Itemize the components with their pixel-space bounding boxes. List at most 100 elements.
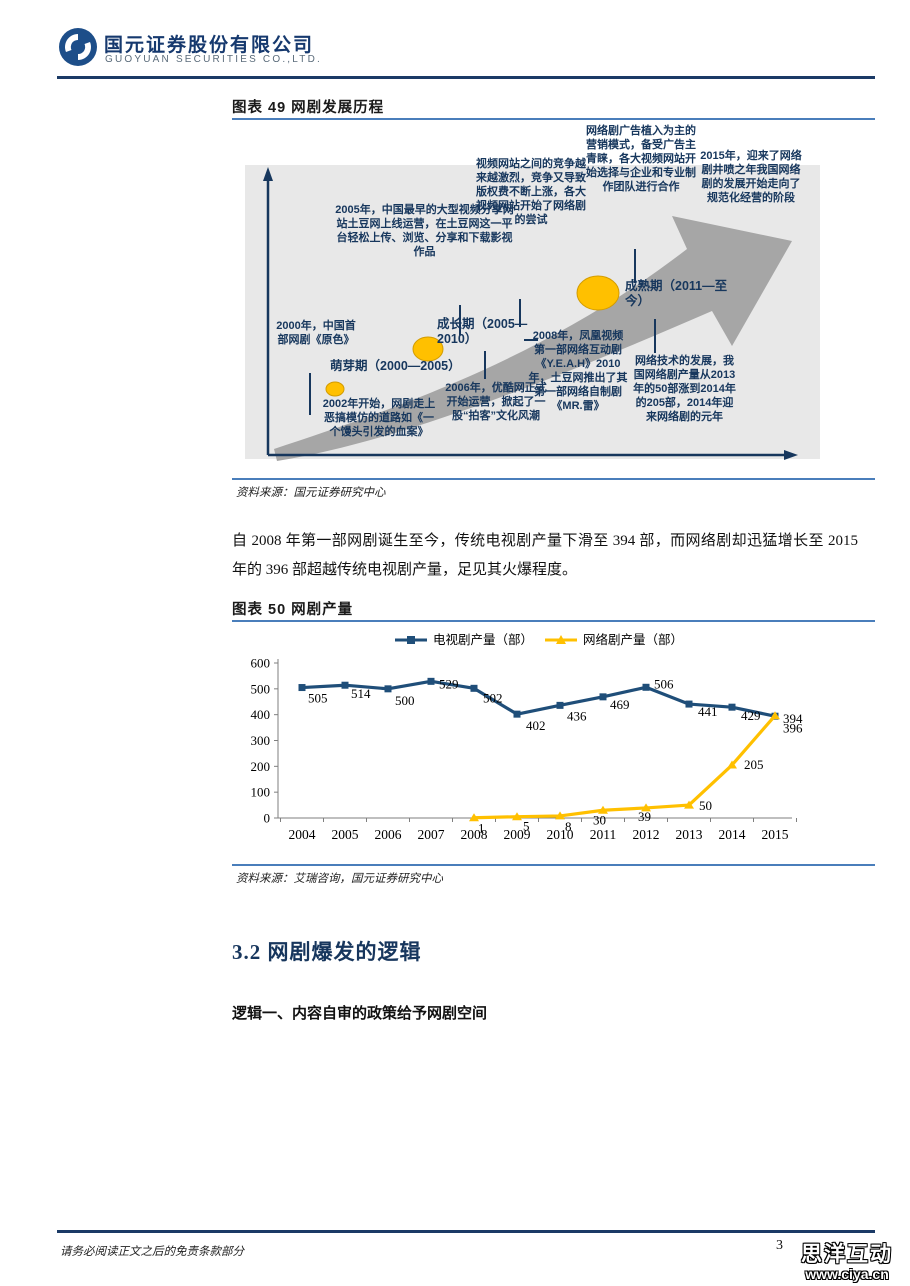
- watermark-url: www.ciya.cn: [805, 1266, 889, 1282]
- y-axis-arrowhead: [263, 167, 273, 181]
- timeline-note-ads: 网络剧广告植入为主的营销模式，备受广告主青睐，各大视频网站开始选择与企业和专业制…: [586, 125, 696, 193]
- data-point: [642, 683, 650, 691]
- data-label: 500: [395, 693, 415, 708]
- data-label: 394: [783, 711, 803, 726]
- data-label: 1: [478, 821, 485, 836]
- figure50-title-rule: [232, 620, 875, 622]
- production-line-chart: 0 100 200 300 400 500 600 2004 2005 2006 2007 2008 2…: [232, 624, 877, 862]
- watermark-brand: 思洋互动: [801, 1243, 893, 1266]
- data-point: [512, 812, 522, 821]
- x-tick-label: 2015: [762, 827, 789, 842]
- series-line: [473, 714, 777, 820]
- y-tick-label: 600: [251, 656, 271, 671]
- x-tick-label: 2012: [633, 827, 660, 842]
- diagram-axes: [266, 179, 784, 457]
- section-heading: 3.2 网剧爆发的逻辑: [232, 940, 422, 964]
- data-label: 506: [654, 676, 674, 691]
- series-line: [301, 679, 776, 718]
- stage-label-sprout: 萌芽期（2000—2005）: [330, 359, 461, 373]
- x-tick-label: 2010: [547, 827, 574, 842]
- data-label: 514: [351, 686, 371, 701]
- data-label: 436: [567, 708, 587, 723]
- series-0: 505 514 500 529 502 402 436 469 506 441 429 394: [298, 676, 803, 733]
- figure49-title: 图表 49 网剧发展历程: [232, 100, 385, 116]
- data-label: 39: [638, 809, 651, 824]
- note-connectors: [309, 249, 656, 415]
- data-label: 50: [699, 798, 712, 813]
- legend-label: 网络剧产量（部）: [583, 632, 683, 647]
- data-label: 402: [526, 718, 546, 733]
- data-point: [727, 760, 737, 769]
- y-tick-label: 300: [251, 733, 271, 748]
- data-point: [341, 681, 349, 689]
- y-tick-label: 100: [251, 785, 271, 800]
- data-label: 205: [744, 757, 764, 772]
- stage-label-growth: 成长期（2005—2010）: [437, 317, 528, 346]
- company-name: 国元证券股份有限公司: [104, 35, 315, 56]
- x-tick-label: 2004: [289, 827, 316, 842]
- chart-canvas: 0 100 200 300 400 500 600 2004 2005 2006 2007 2008 2…: [251, 632, 804, 842]
- y-tick-label: 200: [251, 759, 271, 774]
- stage-label-mature: 成熟期（2011—至今）: [625, 279, 728, 308]
- data-point: [685, 700, 693, 708]
- y-tick-label: 0: [264, 811, 271, 826]
- data-label: 502: [483, 690, 503, 705]
- company-logo-icon: [59, 28, 97, 66]
- data-point: [684, 800, 694, 809]
- x-tick-label: 2008: [461, 827, 488, 842]
- timeline-note-2006: 2006年，优酷网正式开始运营，掀起了一股“拍客”文化风潮: [445, 382, 547, 422]
- figure50-bottom-rule: [232, 864, 875, 866]
- timeline-note-2008: 2008年，凤凰视频第一部网络互动剧《Y.E.A.H》2010年，土豆网推出了其…: [528, 330, 628, 412]
- data-point: [599, 693, 607, 701]
- timeline-note-competition: 视频网站之间的竞争越来越激烈，竞争又导致版权费不断上涨，各大视频网站开始了网络剧…: [476, 158, 586, 226]
- timeline-note-2000: 2000年，中国首部网剧《原色》: [276, 320, 356, 346]
- data-point: [770, 711, 780, 720]
- data-point: [556, 701, 564, 709]
- company-name-en: GUOYUAN SECURITIES CO.,LTD.: [105, 54, 323, 65]
- x-tick-label: 2013: [676, 827, 703, 842]
- data-point: [513, 710, 521, 718]
- section-paragraph: 逻辑一、内容自审的政策给予网剧空间: [232, 1006, 488, 1022]
- data-point: [298, 684, 306, 692]
- timeline-note-2015: 2015年，迎来了网络剧井喷之年我国网络剧的发展开始走向了规范化经营的阶段: [700, 150, 802, 204]
- data-label: 529: [439, 676, 459, 691]
- y-tick-label: 400: [251, 707, 271, 722]
- timeline-note-2002: 2002年开始，网剧走上恶搞模仿的道路如《一个馒头引发的血案》: [322, 398, 436, 438]
- data-label: 469: [610, 697, 630, 712]
- data-point: [470, 684, 478, 692]
- data-label: 396: [783, 721, 803, 736]
- data-point: [427, 677, 435, 685]
- timeline-note-2005: 2005年，中国最早的大型视频分享网站土豆网上线运营，在土豆网这一平台轻松上传、…: [335, 204, 514, 258]
- x-tick-label: 2009: [504, 827, 531, 842]
- figure50-source: 资料来源：艾瑞咨询，国元证券研究中心: [236, 873, 443, 885]
- x-axis-arrowhead: [784, 450, 798, 460]
- series-1: 1 5 8 30 39 50 205 396: [469, 711, 803, 836]
- x-tick-label: 2006: [375, 827, 402, 842]
- figure49-title-rule: [232, 118, 875, 120]
- data-point: [384, 685, 392, 693]
- timeline-canvas: [245, 165, 820, 461]
- x-tick-label: 2005: [332, 827, 359, 842]
- watermark: 思洋互动 www.ciya.cn: [792, 1243, 902, 1283]
- figure50-title: 图表 50 网剧产量: [232, 602, 354, 618]
- data-label: 30: [593, 812, 606, 827]
- data-label: 5: [523, 819, 530, 834]
- timeline-note-tech: 网络技术的发展，我国网络剧产量从2013年的50部涨到2014年的205部，20…: [633, 355, 736, 423]
- body-paragraph: 自 2008 年第一部网剧诞生至今，传统电视剧产量下滑至 394 部，而网络剧却…: [232, 533, 858, 578]
- legend-label: 电视剧产量（部）: [433, 632, 533, 647]
- data-point: [469, 813, 479, 822]
- data-point: [728, 703, 736, 711]
- footer-divider: [57, 1230, 875, 1233]
- growth-arrow-shape: [274, 216, 792, 461]
- stage-dot-sprout: [325, 381, 345, 397]
- x-tick-label: 2007: [418, 827, 445, 842]
- y-tick-label: 500: [251, 681, 271, 696]
- page-number: 3: [776, 1238, 783, 1253]
- data-point: [598, 805, 608, 814]
- data-point: [641, 803, 651, 812]
- timeline-diagram: 2005年，中国最早的大型视频分享网站土豆网上线运营，在土豆网这一平台轻松上传、…: [232, 121, 877, 478]
- data-label: 505: [308, 691, 328, 706]
- data-label: 429: [741, 708, 761, 723]
- stage-dot-mature: [576, 275, 620, 311]
